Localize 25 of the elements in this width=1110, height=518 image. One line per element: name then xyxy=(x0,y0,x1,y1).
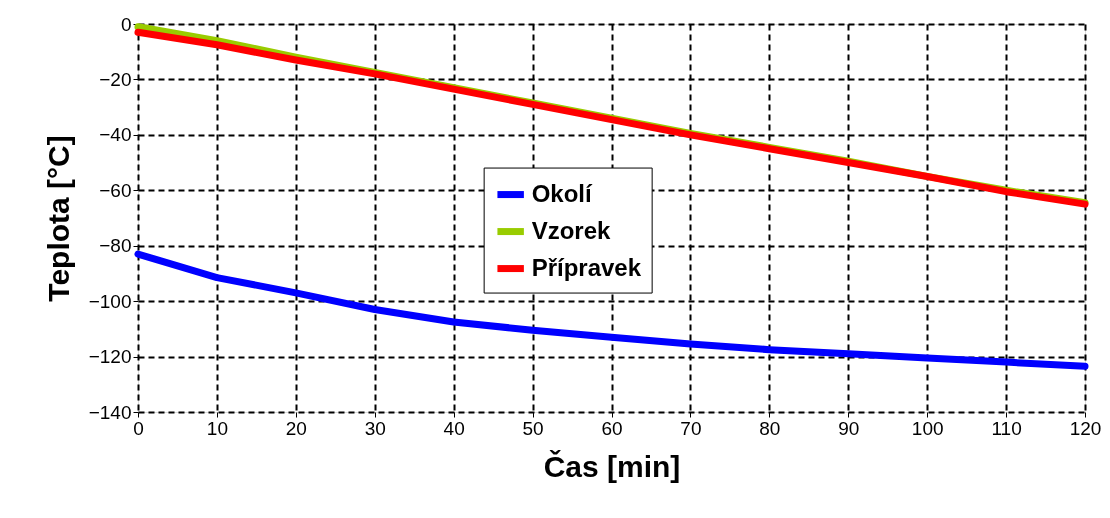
legend-label: Okolí xyxy=(531,179,593,207)
x-tick-label: 30 xyxy=(364,417,386,439)
y-tick-label: −80 xyxy=(99,235,132,257)
y-tick-label: −40 xyxy=(99,124,132,146)
x-tick-label: 90 xyxy=(838,417,860,439)
x-tick-label: 10 xyxy=(206,417,228,439)
x-tick-label: 50 xyxy=(522,417,544,439)
x-tick-label: 20 xyxy=(285,417,307,439)
x-tick-label: 60 xyxy=(601,417,623,439)
y-tick-label: −140 xyxy=(88,401,132,423)
x-tick-label: 120 xyxy=(1069,417,1102,439)
y-tick-label: −60 xyxy=(99,179,132,201)
x-tick-label: 80 xyxy=(759,417,781,439)
legend-label: Přípravek xyxy=(531,253,642,281)
y-tick-label: −100 xyxy=(88,290,132,312)
x-tick-label: 110 xyxy=(991,417,1022,439)
legend-label: Vzorek xyxy=(531,216,612,244)
y-tick-label: 0 xyxy=(120,13,132,35)
x-axis-title: Čas [min] xyxy=(543,449,681,483)
y-axis-title: Teplota [°C] xyxy=(41,135,75,302)
x-tick-label: 70 xyxy=(680,417,702,439)
y-tick-label: −20 xyxy=(99,68,132,90)
x-tick-label: 100 xyxy=(911,417,944,439)
y-tick-label: −120 xyxy=(88,346,132,368)
x-tick-label: 40 xyxy=(443,417,465,439)
